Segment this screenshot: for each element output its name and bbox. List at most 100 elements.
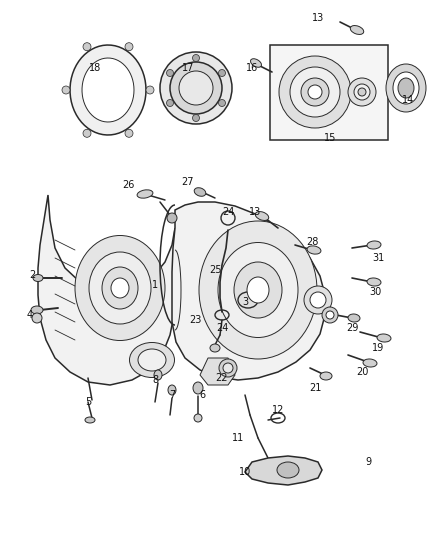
Ellipse shape — [251, 59, 261, 67]
Polygon shape — [82, 58, 134, 122]
Text: 2: 2 — [29, 270, 35, 280]
Ellipse shape — [125, 43, 133, 51]
Ellipse shape — [62, 86, 70, 94]
Ellipse shape — [307, 246, 321, 254]
Ellipse shape — [193, 382, 203, 394]
Ellipse shape — [31, 306, 43, 314]
Ellipse shape — [111, 278, 129, 298]
Ellipse shape — [310, 292, 326, 308]
Ellipse shape — [219, 359, 237, 377]
Ellipse shape — [358, 88, 366, 96]
Ellipse shape — [234, 262, 282, 318]
Text: 3: 3 — [242, 297, 248, 307]
Text: 11: 11 — [232, 433, 244, 443]
Ellipse shape — [75, 236, 165, 341]
Text: 10: 10 — [239, 467, 251, 477]
Ellipse shape — [166, 100, 173, 107]
Ellipse shape — [154, 370, 162, 380]
Ellipse shape — [167, 213, 177, 223]
Ellipse shape — [348, 314, 360, 322]
Ellipse shape — [137, 190, 153, 198]
Ellipse shape — [247, 277, 269, 303]
Ellipse shape — [32, 313, 42, 323]
Text: 17: 17 — [182, 63, 194, 73]
Text: 22: 22 — [216, 373, 228, 383]
Text: 29: 29 — [346, 323, 358, 333]
Ellipse shape — [301, 78, 329, 106]
Ellipse shape — [192, 54, 199, 61]
Text: 28: 28 — [306, 237, 318, 247]
Ellipse shape — [350, 26, 364, 35]
Text: 19: 19 — [372, 343, 384, 353]
Ellipse shape — [146, 86, 154, 94]
Ellipse shape — [218, 243, 298, 337]
Ellipse shape — [160, 52, 232, 124]
Text: 24: 24 — [216, 323, 228, 333]
Text: 26: 26 — [122, 180, 134, 190]
Polygon shape — [172, 202, 325, 380]
Text: 20: 20 — [356, 367, 368, 377]
Ellipse shape — [166, 69, 173, 77]
Ellipse shape — [320, 372, 332, 380]
Text: 9: 9 — [365, 457, 371, 467]
Text: 14: 14 — [402, 95, 414, 105]
Text: 13: 13 — [249, 207, 261, 217]
Ellipse shape — [255, 212, 269, 221]
Ellipse shape — [192, 115, 199, 122]
Ellipse shape — [89, 252, 151, 324]
Polygon shape — [200, 358, 235, 385]
Ellipse shape — [199, 221, 317, 359]
Ellipse shape — [308, 85, 322, 99]
Text: 30: 30 — [369, 287, 381, 297]
Ellipse shape — [290, 67, 340, 117]
Ellipse shape — [194, 414, 202, 422]
Ellipse shape — [102, 267, 138, 309]
Ellipse shape — [130, 343, 174, 377]
Ellipse shape — [277, 462, 299, 478]
Ellipse shape — [348, 78, 376, 106]
Text: 31: 31 — [372, 253, 384, 263]
Ellipse shape — [138, 349, 166, 371]
Ellipse shape — [367, 241, 381, 249]
Text: 12: 12 — [272, 405, 284, 415]
Ellipse shape — [83, 43, 91, 51]
Text: 18: 18 — [89, 63, 101, 73]
Polygon shape — [38, 195, 175, 385]
Text: 24: 24 — [222, 207, 234, 217]
Text: 8: 8 — [152, 375, 158, 385]
Ellipse shape — [279, 56, 351, 128]
Ellipse shape — [219, 69, 226, 77]
Text: 13: 13 — [312, 13, 324, 23]
Ellipse shape — [386, 64, 426, 112]
Text: 15: 15 — [324, 133, 336, 143]
Polygon shape — [245, 456, 322, 485]
Ellipse shape — [170, 62, 222, 114]
Text: 23: 23 — [189, 315, 201, 325]
Ellipse shape — [367, 278, 381, 286]
Ellipse shape — [125, 130, 133, 138]
Ellipse shape — [223, 363, 233, 373]
Ellipse shape — [168, 385, 176, 395]
Text: 7: 7 — [169, 390, 175, 400]
Ellipse shape — [322, 307, 338, 323]
Ellipse shape — [354, 84, 370, 100]
Ellipse shape — [393, 72, 419, 104]
Text: 25: 25 — [209, 265, 221, 275]
Text: 16: 16 — [246, 63, 258, 73]
Ellipse shape — [326, 311, 334, 319]
Ellipse shape — [363, 359, 377, 367]
Text: 1: 1 — [152, 280, 158, 290]
Ellipse shape — [219, 100, 226, 107]
Ellipse shape — [398, 78, 414, 98]
Text: 21: 21 — [309, 383, 321, 393]
Ellipse shape — [33, 274, 43, 281]
Text: 27: 27 — [182, 177, 194, 187]
Text: 4: 4 — [27, 310, 33, 320]
Text: 6: 6 — [199, 390, 205, 400]
Polygon shape — [70, 45, 146, 135]
Ellipse shape — [210, 344, 220, 352]
Ellipse shape — [194, 188, 206, 196]
Ellipse shape — [377, 334, 391, 342]
Ellipse shape — [83, 130, 91, 138]
Ellipse shape — [304, 286, 332, 314]
